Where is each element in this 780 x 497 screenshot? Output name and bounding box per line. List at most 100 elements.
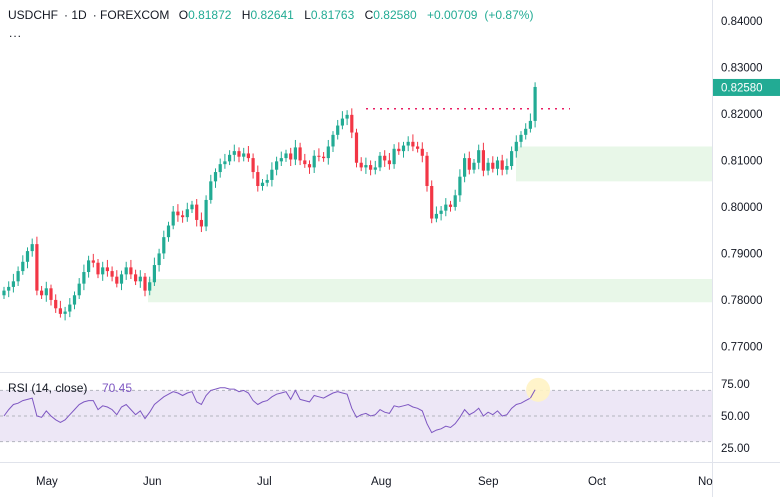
candle-body	[364, 165, 368, 168]
change-percent: (+0.87%)	[484, 8, 534, 22]
candle-body	[190, 204, 194, 210]
candle-body	[101, 267, 105, 275]
candle-body	[110, 271, 114, 277]
candle	[373, 160, 377, 175]
candle-body	[289, 153, 293, 160]
candle-body	[505, 166, 509, 170]
candle	[411, 134, 415, 152]
candle-body	[143, 276, 147, 291]
candle-body	[256, 172, 260, 186]
candle	[477, 144, 481, 170]
candle-body	[383, 155, 387, 161]
rsi-tick-label: 75.00	[721, 379, 750, 391]
candle	[279, 151, 283, 167]
candle-body	[307, 164, 312, 168]
candle	[434, 206, 438, 223]
last-price-label: 0.82580	[721, 82, 763, 94]
candle	[467, 151, 471, 175]
candle	[406, 136, 410, 152]
candle	[500, 154, 504, 176]
candle-body	[317, 155, 321, 157]
candle	[453, 189, 457, 211]
candle	[270, 162, 274, 187]
candle-body	[439, 210, 443, 214]
candle	[359, 157, 363, 172]
candle	[369, 160, 373, 176]
high-label: H	[241, 8, 251, 22]
candle-body	[392, 148, 396, 165]
candle	[152, 257, 156, 286]
candle-body	[359, 162, 363, 168]
candle	[246, 146, 250, 162]
candle-body	[284, 153, 288, 159]
candle-body	[486, 162, 490, 171]
candle	[204, 195, 208, 232]
price-tick-label: 0.81000	[721, 155, 763, 167]
candle	[495, 156, 500, 176]
candle	[326, 139, 330, 165]
high-value: 0.82641	[250, 8, 294, 22]
candle	[510, 146, 514, 170]
candle-body	[345, 114, 349, 119]
symbol[interactable]: USDCHF	[8, 8, 58, 22]
more-options-button[interactable]: ...	[9, 26, 23, 40]
candle	[481, 142, 485, 177]
candle-body	[463, 158, 467, 177]
candle-body	[430, 186, 434, 219]
candle	[223, 153, 227, 169]
time-tick-label: Jun	[143, 476, 162, 488]
candle	[354, 128, 359, 168]
candle	[383, 150, 387, 167]
open-label: O	[178, 8, 189, 22]
candle	[11, 273, 15, 293]
time-tick-label: May	[36, 476, 58, 488]
candle	[185, 202, 189, 222]
candle	[228, 150, 232, 166]
candle-body	[387, 160, 391, 165]
candle	[96, 259, 100, 279]
interval[interactable]: 1D	[71, 8, 87, 22]
candle-body	[251, 158, 255, 173]
candle	[336, 119, 340, 140]
candle	[72, 291, 77, 310]
candle-body	[411, 141, 415, 147]
time-tick-label: No	[698, 476, 713, 488]
price-tick-label: 0.78000	[721, 295, 763, 307]
rsi-last-marker	[526, 377, 551, 402]
candle-body	[491, 162, 495, 169]
candle-body	[11, 281, 15, 287]
candle	[129, 259, 133, 279]
candle-body	[401, 145, 406, 152]
candle	[514, 135, 518, 158]
candle	[162, 230, 166, 260]
candle-body	[444, 204, 448, 211]
price-tick-label: 0.82000	[721, 109, 763, 121]
candle-body	[519, 134, 523, 142]
chart-header: USDCHF · 1D · FOREXCOM O0.81872 H0.82641 L…	[8, 8, 534, 22]
candle	[491, 156, 495, 173]
candle	[213, 168, 218, 188]
candle	[448, 200, 453, 212]
candle	[364, 157, 368, 174]
candle-body	[148, 282, 152, 291]
candle-body	[237, 151, 241, 157]
candle-body	[72, 295, 77, 305]
candle	[425, 152, 429, 192]
candle	[242, 147, 246, 162]
candle	[63, 306, 67, 321]
candle-body	[514, 141, 518, 152]
rsi-value: 70.45	[102, 381, 132, 395]
candle	[260, 179, 265, 191]
change-value: +0.00709	[427, 8, 478, 22]
candle	[533, 82, 537, 128]
candle-body	[298, 147, 302, 161]
candle-body	[453, 195, 457, 207]
candle	[138, 270, 142, 288]
candle-body	[495, 160, 500, 169]
candle-body	[336, 125, 340, 135]
candle-body	[58, 308, 62, 314]
candle-body	[35, 244, 39, 291]
candle-body	[406, 141, 410, 146]
candle	[312, 150, 316, 173]
